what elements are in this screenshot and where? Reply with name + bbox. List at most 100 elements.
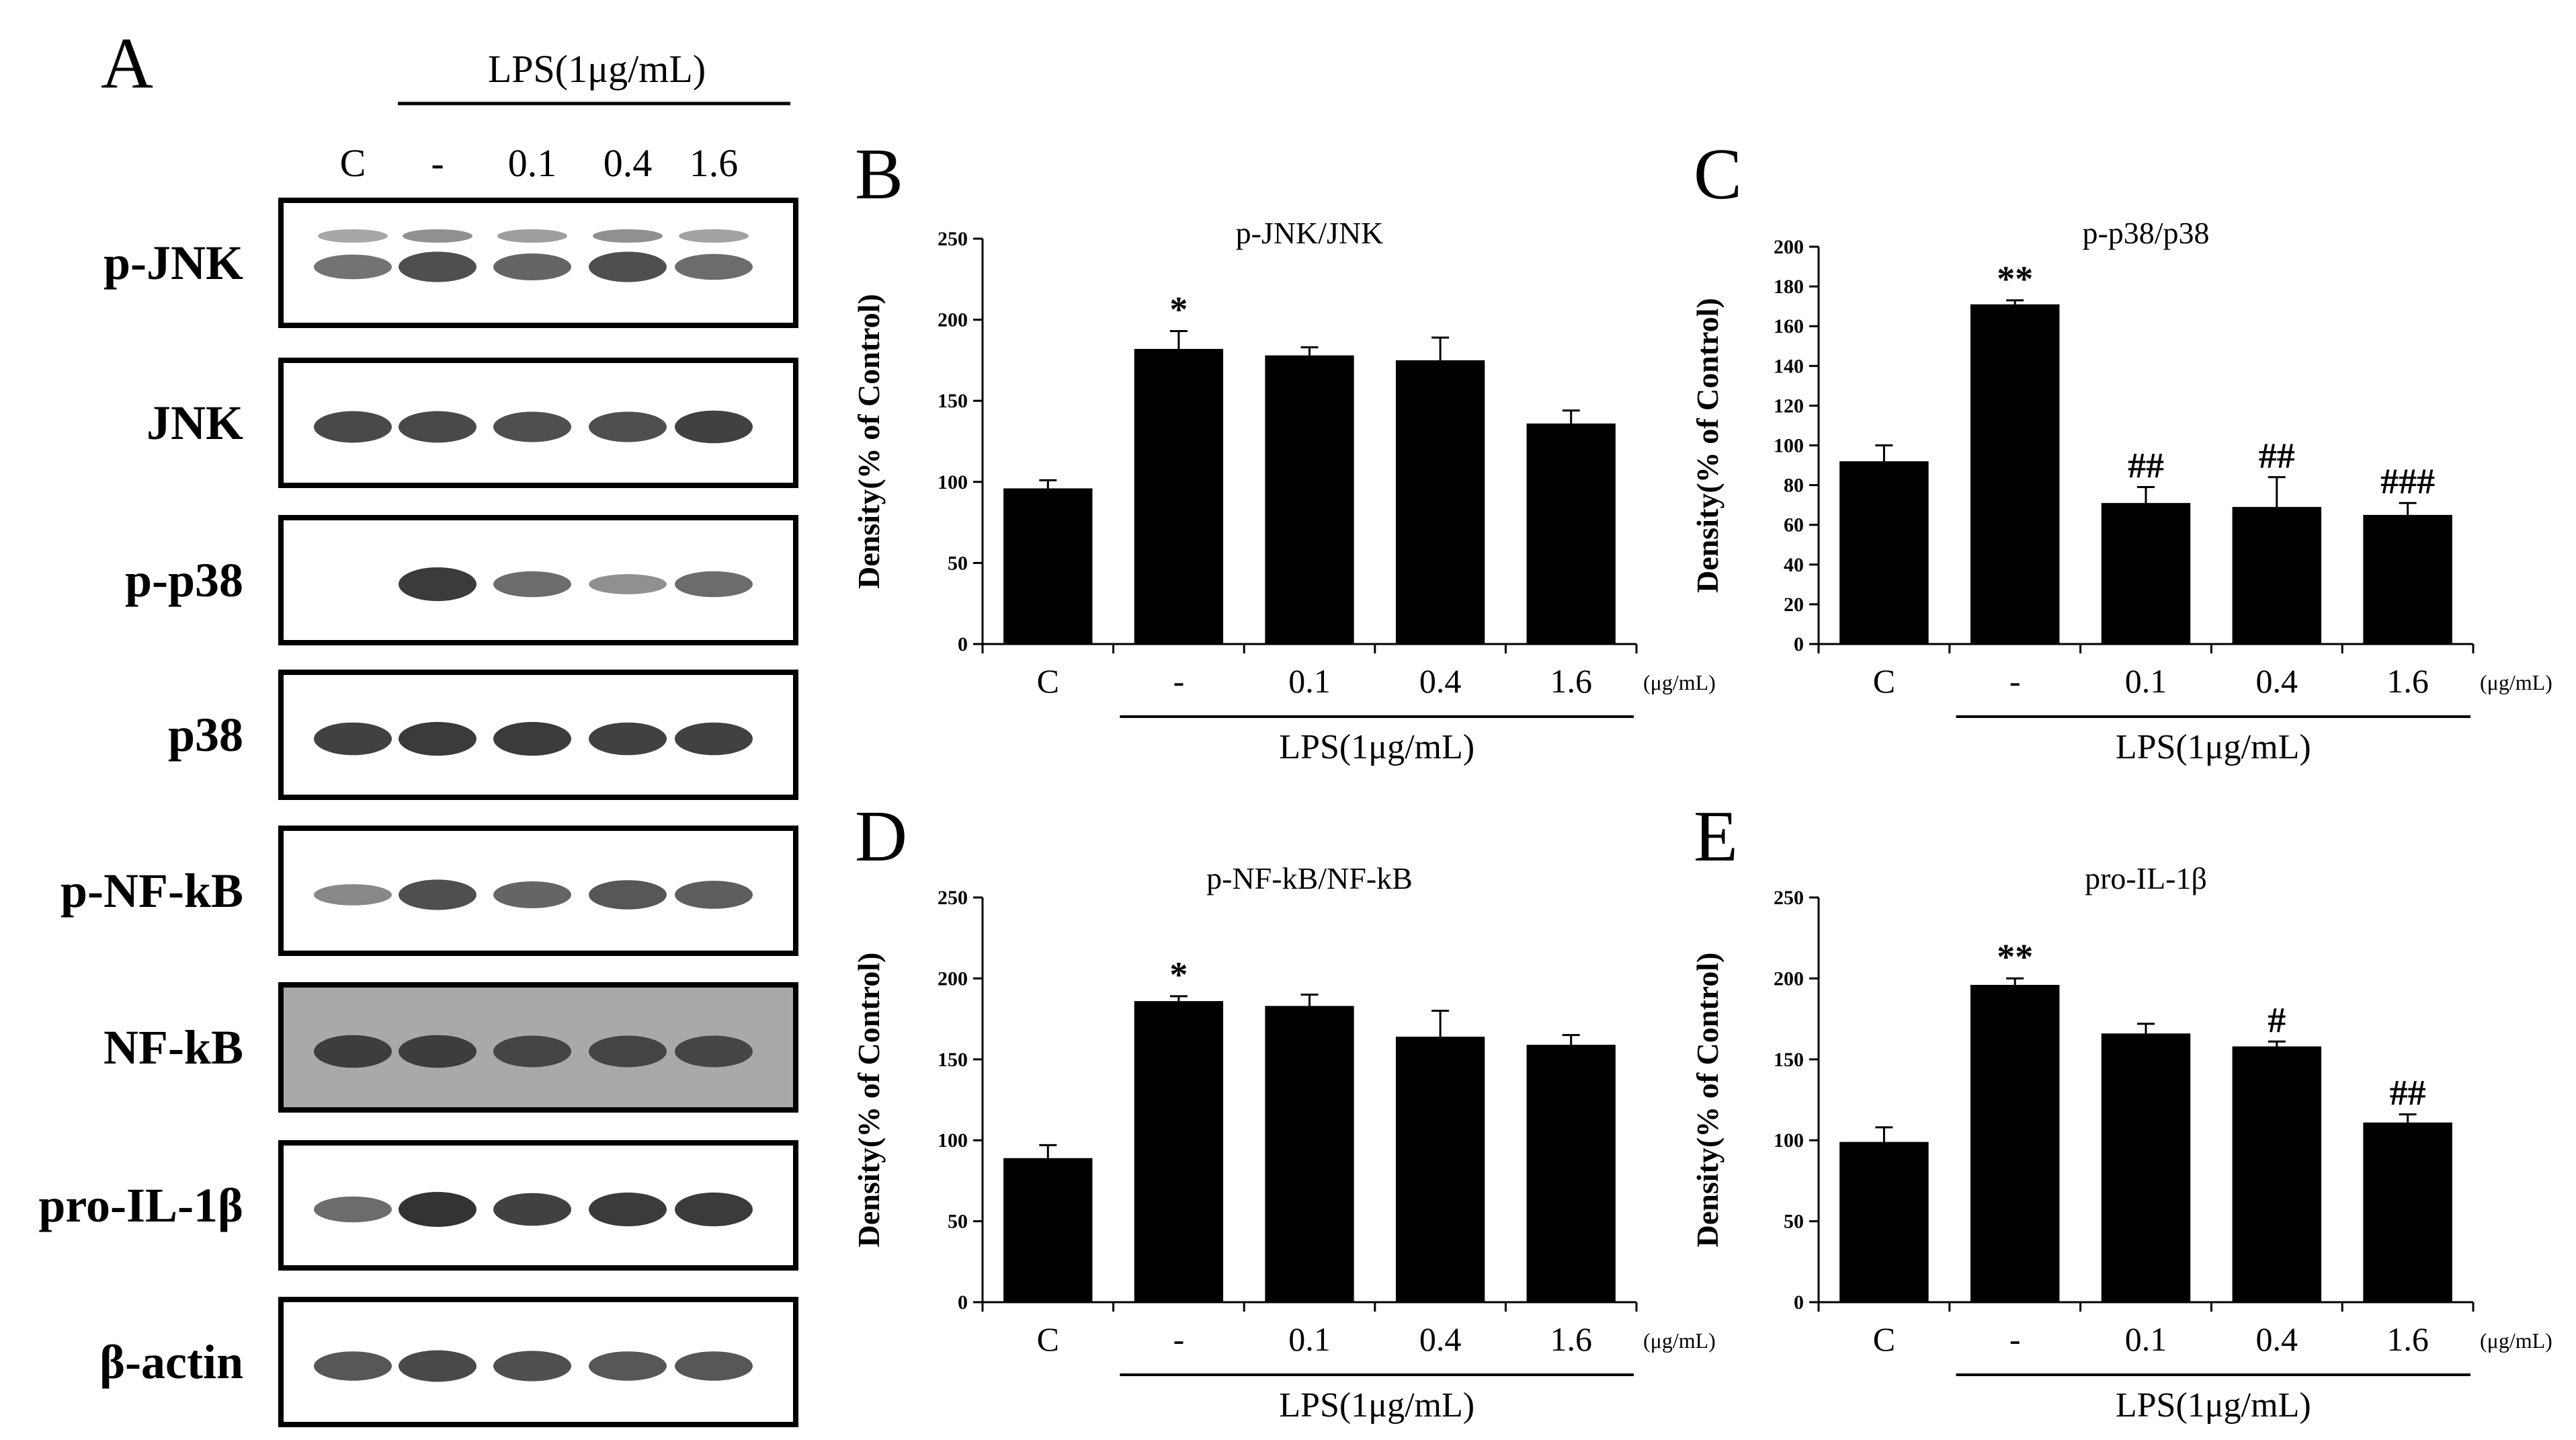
x-tick-label: 0.1 xyxy=(1288,1320,1331,1358)
blot-band xyxy=(314,722,392,756)
y-tick-label: 0 xyxy=(1794,633,1804,655)
bar xyxy=(2101,503,2191,644)
blot-row: NF-kB xyxy=(103,982,798,1113)
blot-band xyxy=(589,251,667,282)
significance-marker: * xyxy=(1169,289,1188,329)
x-tick-label: 1.6 xyxy=(2386,1320,2429,1358)
x-tick-label: - xyxy=(1173,1320,1185,1358)
y-tick-label: 0 xyxy=(958,633,968,655)
blot-band xyxy=(399,411,476,443)
blot-row-label: p-JNK xyxy=(103,236,243,290)
unit-label: (μg/mL) xyxy=(2480,670,2552,694)
blot-band-upper xyxy=(679,229,749,243)
bar xyxy=(2232,507,2322,644)
x-tick-label: C xyxy=(1873,1320,1895,1358)
lane-label: 0.1 xyxy=(508,141,557,185)
blot-band xyxy=(493,411,571,442)
y-tick-label: 140 xyxy=(1774,355,1804,377)
bar xyxy=(1395,360,1485,644)
y-tick-label: 60 xyxy=(1784,514,1804,536)
y-tick-label: 100 xyxy=(938,1129,968,1152)
y-tick-label: 160 xyxy=(1774,315,1804,337)
significance-marker: # xyxy=(2268,1000,2286,1040)
blot-band xyxy=(314,884,392,906)
significance-marker: ** xyxy=(1997,936,2033,977)
bar xyxy=(2232,1046,2322,1302)
lps-group-label: LPS(1μg/mL) xyxy=(1279,728,1474,766)
blot-row-label: p38 xyxy=(168,708,243,762)
x-tick-label: 1.6 xyxy=(1550,662,1592,700)
chart-title: p-JNK/JNK xyxy=(1236,216,1384,250)
blot-band xyxy=(314,1351,392,1381)
bar xyxy=(2101,1033,2191,1302)
y-axis-label: Density(% of Control) xyxy=(1690,298,1725,593)
lane-label: - xyxy=(431,141,444,185)
panel-letter: B xyxy=(855,134,903,214)
bar xyxy=(1970,985,2060,1302)
y-tick-label: 250 xyxy=(938,228,968,250)
blot-row-label: β-actin xyxy=(99,1335,243,1389)
y-tick-label: 100 xyxy=(1774,1129,1804,1152)
y-tick-label: 0 xyxy=(958,1291,968,1314)
x-tick-label: 0.1 xyxy=(2125,1320,2167,1358)
y-tick-label: 200 xyxy=(1774,967,1804,990)
blot-row: β-actin xyxy=(99,1297,798,1427)
bar-chart-c: Cp-p38/p38 0 20 40 60 80 100 120 140 160 180 200 Den… xyxy=(1690,134,2552,766)
x-tick-label: 0.4 xyxy=(2256,662,2298,700)
y-tick-label: 50 xyxy=(948,552,968,574)
bar xyxy=(1526,423,1616,644)
blot-band xyxy=(675,253,753,280)
blot-band xyxy=(589,411,667,442)
bar-chart-d: Dp-NF-kB/NF-kB 0 50 100 150 200 250 Density(% o… xyxy=(851,797,1716,1425)
blot-band xyxy=(493,881,571,909)
blot-band xyxy=(493,571,571,598)
blot-band-upper xyxy=(403,229,472,243)
western-blot-panel: A LPS(1μg/mL) C - 0.1 0.4 1.6 p-JNK JNK p-p38 p38 p… xyxy=(38,24,798,1427)
bar xyxy=(1134,1001,1224,1302)
blot-band xyxy=(589,1192,667,1227)
y-axis-label: Density(% of Control) xyxy=(851,953,886,1248)
lane-label: C xyxy=(340,141,366,185)
y-tick-label: 250 xyxy=(1774,887,1804,909)
x-tick-label: C xyxy=(1037,662,1059,700)
x-tick-label: 1.6 xyxy=(2386,662,2429,700)
blot-band xyxy=(399,1035,476,1068)
bar xyxy=(1395,1037,1485,1302)
blot-band xyxy=(314,254,392,280)
blot-band-upper xyxy=(318,229,388,243)
y-tick-label: 100 xyxy=(1774,435,1804,457)
blot-band xyxy=(675,1192,753,1227)
blot-row: p-NF-kB xyxy=(60,826,798,956)
y-tick-label: 150 xyxy=(938,1049,968,1071)
blot-band xyxy=(675,410,753,444)
panel-letter-a: A xyxy=(101,24,153,104)
significance-marker: ### xyxy=(2380,461,2435,502)
significance-marker: ## xyxy=(2390,1073,2426,1113)
blot-band xyxy=(493,1193,571,1226)
blot-band-upper xyxy=(497,229,567,243)
y-tick-label: 200 xyxy=(938,967,968,990)
blot-band-upper xyxy=(593,229,663,243)
lane-label: 1.6 xyxy=(690,141,739,185)
y-tick-label: 180 xyxy=(1774,276,1804,298)
chart-title: pro-IL-1β xyxy=(2085,861,2207,895)
unit-label: (μg/mL) xyxy=(1643,670,1716,694)
blot-band xyxy=(675,881,753,909)
blot-band xyxy=(314,1196,392,1223)
blot-band xyxy=(399,251,476,282)
blot-row-label: p-NF-kB xyxy=(60,864,243,918)
y-tick-label: 150 xyxy=(938,390,968,412)
bar xyxy=(1003,488,1093,644)
bar xyxy=(1003,1158,1093,1302)
blot-row: pro-IL-1β xyxy=(38,1140,798,1271)
significance-marker: * xyxy=(1169,955,1188,995)
lps-group-label: LPS(1μg/mL) xyxy=(2116,1386,2311,1425)
blot-row: p-p38 xyxy=(125,515,798,645)
blot-band xyxy=(675,722,753,756)
bar xyxy=(1970,304,2060,644)
panel-letter: E xyxy=(1694,797,1738,877)
x-tick-label: 0.4 xyxy=(1419,662,1462,700)
panel-letter: D xyxy=(855,797,907,877)
bar xyxy=(1134,349,1224,644)
